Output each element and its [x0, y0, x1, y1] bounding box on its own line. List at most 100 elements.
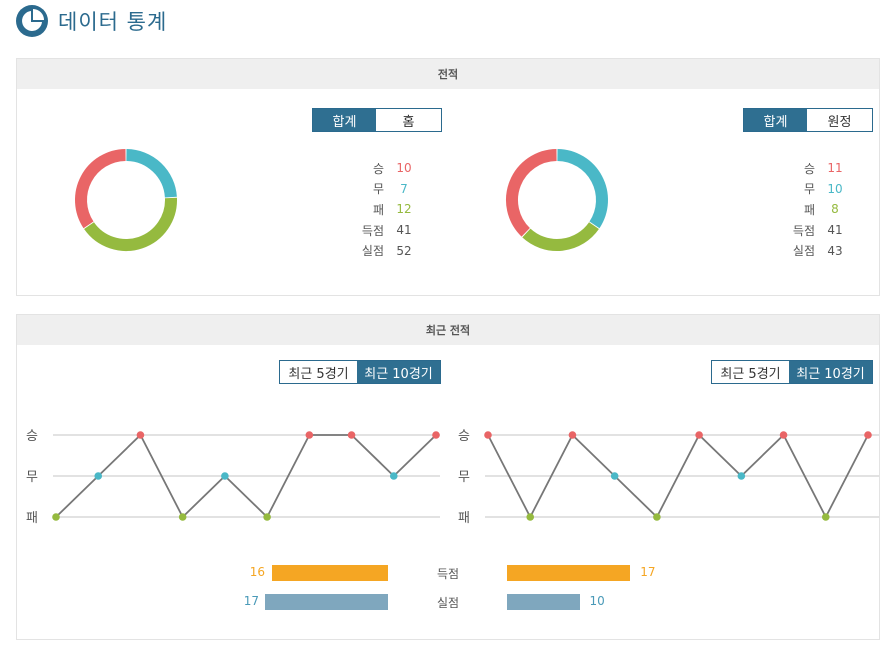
record-panel-title: 전적: [17, 59, 879, 89]
home-toggle-total[interactable]: 합계: [313, 109, 376, 131]
home-goals-bar: [272, 565, 388, 581]
page-title: 데이터 통계: [58, 10, 168, 34]
away-toggle-last10[interactable]: 최근 10경기: [789, 361, 872, 383]
home-stat-label: 패: [372, 202, 384, 217]
home-toggle-home[interactable]: 홈: [376, 109, 441, 131]
away-stat-value: 10: [827, 181, 843, 196]
home-record-donut: [75, 149, 177, 251]
home-recent-trend-chart: 승무패: [26, 429, 440, 526]
away-stat-row: 무 10: [783, 179, 855, 200]
home-trend-point: [94, 472, 103, 480]
home-trend-point: [136, 431, 145, 439]
home-stat-row: 패 12: [352, 199, 424, 220]
away-stat-row: 득점 41: [783, 220, 855, 241]
home-stat-value: 41: [396, 223, 412, 238]
away-recent-trend-chart: 승무패: [458, 429, 880, 526]
goals-label: 득점: [436, 567, 460, 581]
home-stat-label: 실점: [361, 244, 384, 259]
away-trend-ylabel: 무: [458, 470, 470, 485]
conceded-row: 17 실점 10: [17, 592, 881, 612]
away-trend-point: [695, 431, 703, 439]
away-trend-point: [653, 513, 661, 521]
away-toggle-away[interactable]: 원정: [807, 109, 872, 131]
away-trend-point: [526, 513, 535, 521]
away-stat-value: 41: [827, 223, 843, 238]
away-donut-draw-slice: [557, 149, 608, 229]
away-trend-point: [568, 431, 577, 439]
away-trend-point: [610, 472, 619, 480]
away-recent-toggle: 최근 5경기 최근 10경기: [711, 360, 873, 384]
home-stat-value: 10: [396, 161, 412, 176]
home-donut-loss-slice: [84, 197, 177, 251]
home-toggle-last10[interactable]: 최근 10경기: [357, 361, 440, 383]
away-conceded-value: 10: [589, 594, 605, 608]
away-stat-value: 11: [827, 161, 843, 176]
away-stat-value: 43: [827, 243, 843, 258]
away-trend-point: [779, 431, 788, 439]
away-stat-label: 실점: [792, 244, 815, 259]
away-stat-value: 8: [831, 202, 839, 217]
away-stat-row: 실점 43: [783, 240, 855, 261]
goals-row: 16 득점 17: [17, 563, 881, 583]
home-record-toggle: 합계 홈: [312, 108, 442, 132]
home-trend-ylabel: 승: [26, 429, 38, 444]
home-conceded-value: 17: [243, 594, 259, 608]
conceded-label: 실점: [436, 596, 460, 610]
away-stat-label: 패: [803, 202, 815, 217]
away-stat-label: 무: [803, 182, 815, 197]
away-donut-loss-slice: [522, 221, 599, 251]
recent-panel-title: 최근 전적: [17, 315, 879, 345]
away-record-toggle: 합계 원정: [743, 108, 873, 132]
home-stat-label: 득점: [361, 223, 384, 238]
home-conceded-bar: [264, 594, 388, 610]
home-trend-ylabel: 패: [26, 511, 38, 526]
home-trend-line: [55, 433, 437, 519]
away-stat-row: 승 11: [783, 158, 855, 179]
home-stat-value: 7: [400, 181, 408, 196]
away-trend-point: [864, 431, 872, 439]
home-toggle-last5[interactable]: 최근 5경기: [280, 361, 357, 383]
away-record-stats: 승 11 무 10 패 8 득점 41 실점 43: [783, 158, 855, 261]
home-trend-point: [178, 513, 187, 521]
home-record-stats: 승 10 무 7 패 12 득점 41 실점 52: [352, 158, 424, 261]
away-toggle-total[interactable]: 합계: [744, 109, 807, 131]
home-stat-value: 12: [396, 202, 412, 217]
away-trend-ylabel: 승: [458, 429, 470, 444]
home-trend-point: [389, 472, 398, 480]
away-conceded-bar: [507, 594, 580, 610]
away-toggle-last5[interactable]: 최근 5경기: [712, 361, 789, 383]
home-trend-point: [263, 513, 271, 521]
home-stat-value: 52: [396, 243, 412, 258]
away-trend-point: [484, 431, 492, 439]
away-trend-point: [821, 513, 830, 521]
home-trend-ylabel: 무: [26, 470, 38, 485]
away-stat-label: 득점: [792, 223, 815, 238]
home-stat-row: 승 10: [352, 158, 424, 179]
away-goals-value: 17: [640, 565, 656, 579]
away-trend-point: [737, 472, 746, 480]
home-donut-draw-slice: [126, 149, 177, 198]
home-stat-label: 승: [372, 161, 384, 176]
home-trend-point: [305, 431, 314, 439]
home-trend-point: [432, 431, 440, 439]
home-stat-row: 실점 52: [352, 240, 424, 261]
away-stat-label: 승: [803, 161, 815, 176]
home-donut-win-slice: [75, 149, 126, 229]
home-trend-point: [52, 513, 60, 521]
record-panel: 전적 합계 홈 승 10 무 7 패 12 득점 41 실점 52 합계 원정 승 11 무 10 패 8 득…: [16, 58, 880, 296]
home-goals-value: 16: [249, 565, 265, 579]
home-stat-row: 득점 41: [352, 220, 424, 241]
home-trend-point: [221, 472, 229, 480]
page-header: 데이터 통계: [16, 4, 167, 38]
home-stat-label: 무: [372, 182, 384, 197]
pie-chart-logo-icon: [16, 5, 48, 37]
away-trend-line: [487, 433, 869, 519]
home-trend-point: [347, 431, 356, 439]
away-goals-bar: [507, 565, 631, 581]
away-donut-win-slice: [506, 149, 557, 237]
home-recent-toggle: 최근 5경기 최근 10경기: [279, 360, 441, 384]
away-record-donut: [506, 149, 608, 251]
